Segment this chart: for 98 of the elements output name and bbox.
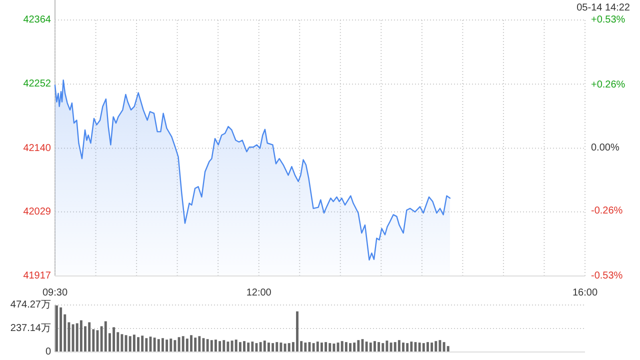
- bar: [137, 337, 140, 352]
- bar: [406, 343, 409, 352]
- y-tick-label: 42029: [23, 206, 52, 218]
- bar: [194, 338, 197, 352]
- bar: [340, 341, 344, 352]
- bar: [402, 342, 404, 352]
- bar: [80, 320, 82, 352]
- bar: [398, 340, 400, 352]
- bar: [349, 343, 352, 352]
- y2-tick-label: +0.26%: [591, 80, 626, 91]
- y-tick-label: 41917: [23, 270, 52, 282]
- bar: [178, 337, 180, 352]
- bar: [324, 342, 328, 352]
- bar: [272, 343, 274, 352]
- bar: [344, 342, 348, 352]
- bar: [76, 323, 78, 352]
- y-tick-label: 237.14万: [10, 323, 51, 334]
- bar: [234, 340, 238, 352]
- bar: [182, 336, 184, 352]
- bar: [426, 342, 429, 352]
- bar: [442, 342, 446, 352]
- bar: [141, 336, 144, 352]
- bar: [320, 342, 323, 352]
- bar: [162, 338, 164, 352]
- y2-tick-label: -0.26%: [591, 205, 623, 216]
- y-tick-label: 42364: [23, 14, 52, 26]
- bar: [247, 342, 250, 352]
- text: 05-14 14:22: [576, 2, 630, 14]
- y2-tick-label: 0.00%: [591, 142, 620, 154]
- bar: [446, 346, 450, 352]
- bar: [304, 342, 307, 352]
- y2-tick-label: +0.53%: [591, 14, 626, 26]
- bar: [430, 342, 434, 352]
- bar: [312, 343, 315, 352]
- bar: [434, 341, 438, 352]
- x-tick-label: 16:00: [572, 288, 598, 298]
- bar: [186, 338, 188, 352]
- bar: [124, 335, 128, 352]
- y-tick-label: 42140: [23, 142, 52, 154]
- y-tick-label: 0: [45, 346, 52, 358]
- bar: [206, 339, 209, 352]
- bar: [353, 342, 356, 352]
- bar: [56, 305, 58, 352]
- bar: [226, 342, 230, 352]
- bar: [288, 343, 290, 352]
- bar: [198, 336, 201, 352]
- bar: [120, 334, 124, 352]
- bar: [214, 340, 217, 352]
- bar: [190, 335, 192, 352]
- bar: [259, 342, 262, 352]
- bar: [316, 342, 319, 352]
- bar: [210, 340, 213, 352]
- bar: [382, 343, 384, 352]
- bar: [128, 336, 132, 352]
- bar: [222, 340, 226, 352]
- bar: [378, 342, 380, 352]
- bar: [280, 342, 282, 352]
- bar: [251, 342, 254, 352]
- bar: [418, 342, 421, 352]
- x-tick-label: 09:30: [42, 288, 68, 298]
- bar: [332, 344, 336, 352]
- bar: [88, 322, 91, 352]
- bar: [153, 338, 156, 352]
- bar: [296, 311, 298, 352]
- bar: [174, 340, 176, 352]
- bar: [104, 321, 107, 352]
- y-tick-label: 42252: [23, 78, 52, 90]
- bar: [328, 343, 332, 352]
- bar: [357, 340, 360, 352]
- bar: [390, 342, 392, 352]
- bar: [166, 340, 168, 352]
- bar: [263, 340, 266, 352]
- bar: [132, 334, 136, 352]
- bar: [268, 342, 270, 352]
- bar: [284, 344, 286, 352]
- bar: [60, 307, 62, 352]
- bar: [422, 343, 425, 352]
- bar: [145, 338, 148, 352]
- bar: [170, 338, 172, 352]
- y2-tick-label: -0.53%: [591, 270, 623, 282]
- bar: [243, 341, 246, 352]
- bar: [157, 339, 160, 352]
- bar: [276, 342, 278, 352]
- bar: [438, 340, 442, 352]
- bar: [410, 342, 413, 352]
- bar: [369, 342, 372, 352]
- bar: [218, 341, 222, 352]
- x-tick-label: 12:00: [246, 288, 272, 298]
- bar: [394, 342, 396, 352]
- bar: [386, 340, 388, 352]
- y-tick-label: 474.27万: [10, 300, 51, 310]
- bar: [238, 342, 242, 352]
- bar: [72, 324, 74, 352]
- bar: [374, 341, 376, 352]
- bar: [365, 342, 368, 352]
- bar: [112, 327, 116, 352]
- bar: [336, 342, 340, 352]
- bar: [230, 340, 234, 352]
